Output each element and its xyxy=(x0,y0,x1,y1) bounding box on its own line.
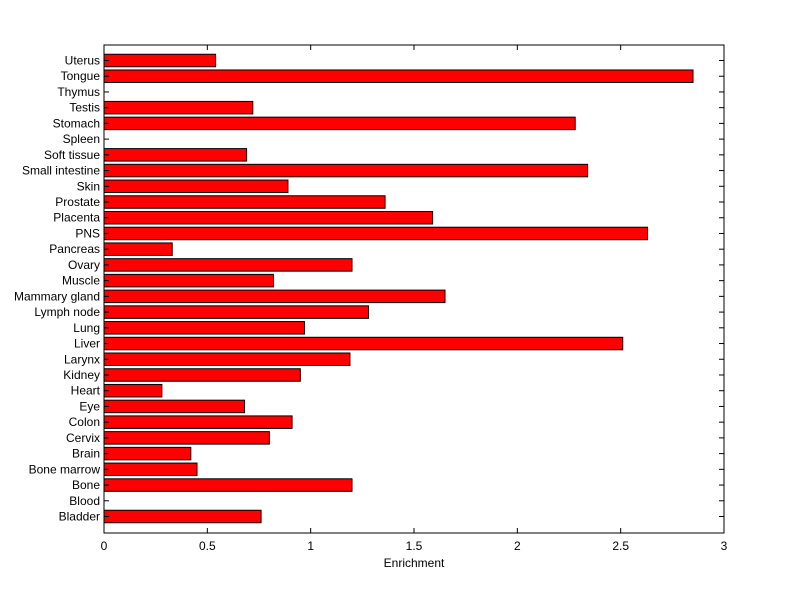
bar-bladder xyxy=(103,509,262,524)
y-tick-label: PNS xyxy=(75,226,100,240)
bar-tongue xyxy=(103,69,694,83)
x-tick-label: 1.5 xyxy=(406,539,423,553)
y-tick-label: Larynx xyxy=(64,352,100,366)
x-tick-label: 0.5 xyxy=(199,539,216,553)
x-tick-label: 2 xyxy=(514,539,521,553)
bar-bone xyxy=(103,478,353,492)
y-tick-label: Muscle xyxy=(62,274,100,288)
y-tick-label: Small intestine xyxy=(22,164,100,178)
y-tick-label: Bladder xyxy=(59,510,100,524)
y-tick-label: Bone marrow xyxy=(29,462,101,476)
y-tick-label: Uterus xyxy=(65,54,100,68)
y-tick-label: Placenta xyxy=(53,211,100,225)
bar-cervix xyxy=(103,431,270,445)
y-tick-label: Soft tissue xyxy=(44,148,100,162)
bar-liver xyxy=(103,336,624,351)
y-tick-label: Tongue xyxy=(61,69,101,83)
y-tick-label: Kidney xyxy=(63,368,100,382)
y-tick-label: Pancreas xyxy=(49,242,100,256)
y-tick-label: Brain xyxy=(72,447,100,461)
bar-ovary xyxy=(103,258,353,272)
bar-colon xyxy=(103,415,293,429)
y-tick-label: Liver xyxy=(74,337,100,351)
y-tick-label: Blood xyxy=(69,494,100,508)
y-tick-label: Heart xyxy=(71,384,101,398)
bar-muscle xyxy=(103,273,274,288)
y-tick-label: Eye xyxy=(79,399,100,413)
y-tick-label: Ovary xyxy=(68,258,100,272)
bar-uterus xyxy=(103,53,217,68)
bar-lymph-node xyxy=(103,305,370,319)
y-tick-label: Stomach xyxy=(53,116,100,130)
x-tick-label: 1 xyxy=(307,539,314,553)
y-tick-label: Bone xyxy=(72,478,100,492)
bar-stomach xyxy=(103,116,576,131)
bar-small-intestine xyxy=(103,163,589,178)
bar-skin xyxy=(103,179,289,194)
bar-lung xyxy=(103,321,305,335)
bar-heart xyxy=(103,383,163,398)
y-tick-label: Cervix xyxy=(66,431,100,445)
y-tick-label: Skin xyxy=(77,179,100,193)
bar-larynx xyxy=(103,352,351,367)
x-tick-label: 2.5 xyxy=(612,539,629,553)
bar-brain xyxy=(103,446,192,461)
bar-mammary-gland xyxy=(103,289,446,304)
y-tick-label: Testis xyxy=(69,101,100,115)
x-axis-label: Enrichment xyxy=(384,556,445,570)
bar-testis xyxy=(103,100,254,115)
y-tick-label: Lung xyxy=(73,321,100,335)
x-tick-label: 3 xyxy=(721,539,728,553)
y-tick-label: Thymus xyxy=(57,85,100,99)
bar-bone-marrow xyxy=(103,462,198,477)
bar-soft-tissue xyxy=(103,148,248,162)
bar-kidney xyxy=(103,368,301,382)
x-tick-label: 0 xyxy=(101,539,108,553)
bar-pancreas xyxy=(103,242,173,256)
y-tick-label: Mammary gland xyxy=(14,289,100,303)
bar-prostate xyxy=(103,195,386,209)
y-tick-label: Prostate xyxy=(55,195,100,209)
y-tick-label: Lymph node xyxy=(34,305,100,319)
bar-placenta xyxy=(103,210,434,225)
y-tick-label: Spleen xyxy=(63,132,100,146)
x-axis: 0 0.5 1 1.5 2 2.5 3 xyxy=(101,45,728,553)
bar-pns xyxy=(103,226,649,241)
bar-eye xyxy=(103,399,246,414)
y-tick-label: Colon xyxy=(69,415,100,429)
